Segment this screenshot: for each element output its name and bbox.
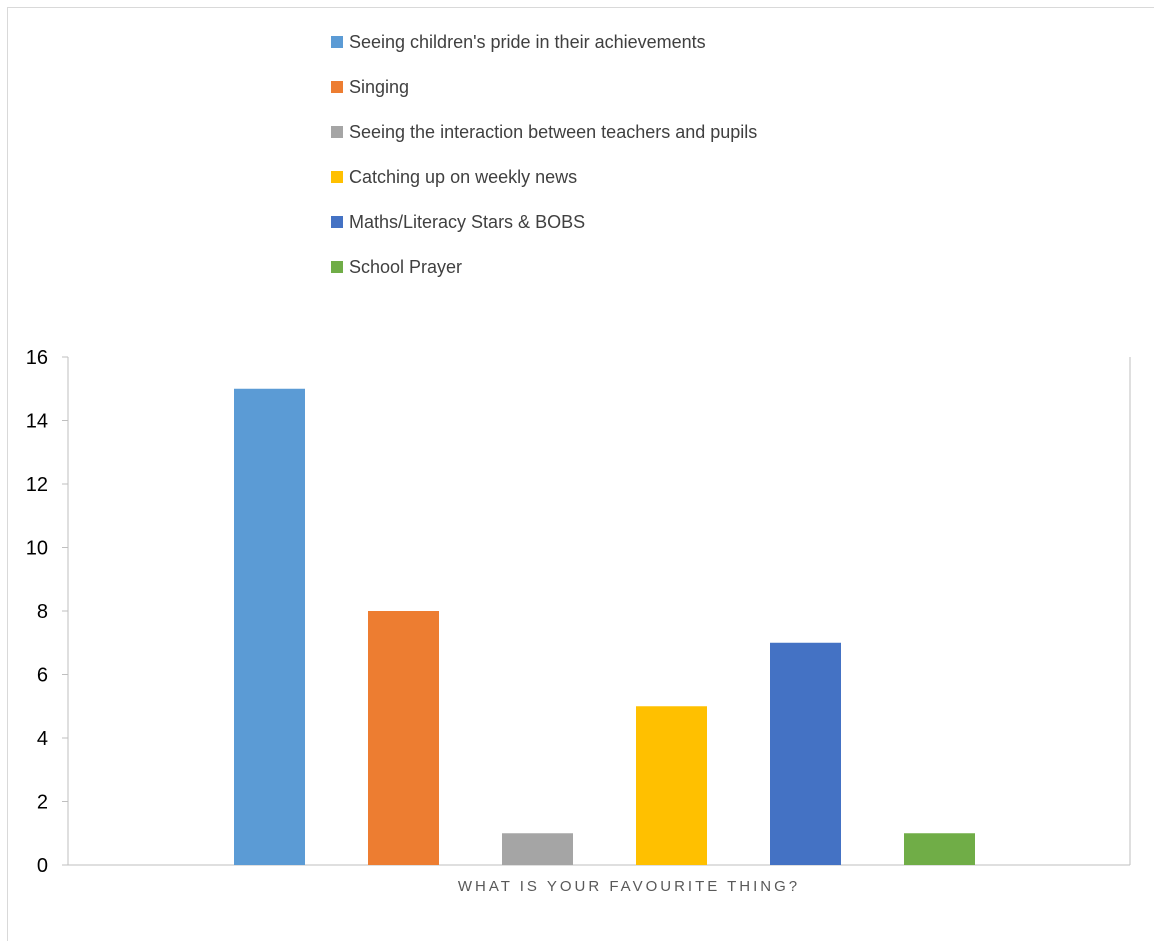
y-tick-label: 10 xyxy=(26,538,48,560)
legend-swatch xyxy=(331,126,343,138)
axes xyxy=(67,357,1131,866)
legend-swatch xyxy=(331,171,343,183)
y-axis-ticks: 0 2 4 6 8 10 12 14 16 xyxy=(26,347,68,877)
legend-label: Maths/Literacy Stars & BOBS xyxy=(349,211,586,232)
y-tick-label: 4 xyxy=(37,728,48,750)
legend-label: Seeing the interaction between teachers … xyxy=(349,121,758,142)
legend-swatch xyxy=(331,81,343,93)
bars xyxy=(234,388,975,865)
y-tick-label: 6 xyxy=(37,665,48,687)
y-tick-label: 12 xyxy=(26,474,48,496)
legend-entry: Catching up on weekly news xyxy=(331,165,757,189)
y-tick-label: 8 xyxy=(37,601,48,623)
legend-label: Singing xyxy=(349,76,410,97)
bar xyxy=(636,706,707,865)
legend-entry: Seeing children's pride in their achieve… xyxy=(331,30,757,54)
legend-entry: Singing xyxy=(331,75,757,99)
y-tick-label: 16 xyxy=(26,347,48,369)
legend-label: School Prayer xyxy=(349,256,463,277)
bar xyxy=(502,833,573,865)
legend-label: Catching up on weekly news xyxy=(349,166,578,187)
legend-swatch xyxy=(331,36,343,48)
y-tick-label: 0 xyxy=(37,855,48,877)
bar xyxy=(770,642,841,865)
bar xyxy=(234,388,305,865)
legend-entry: School Prayer xyxy=(331,255,757,279)
bar xyxy=(368,611,439,865)
legend-swatch xyxy=(331,216,343,228)
legend-entry: Maths/Literacy Stars & BOBS xyxy=(331,210,757,234)
legend-entry: Seeing the interaction between teachers … xyxy=(331,120,757,144)
chart-frame xyxy=(7,7,1154,941)
y-tick-label: 2 xyxy=(37,792,48,814)
legend-label: Seeing children's pride in their achieve… xyxy=(349,31,706,52)
x-axis-title: WHAT IS YOUR FAVOURITE THING? xyxy=(458,878,800,895)
legend-swatch xyxy=(331,261,343,273)
y-tick-label: 14 xyxy=(26,411,48,433)
legend: Seeing children's pride in their achieve… xyxy=(331,30,757,300)
bar xyxy=(904,833,975,865)
